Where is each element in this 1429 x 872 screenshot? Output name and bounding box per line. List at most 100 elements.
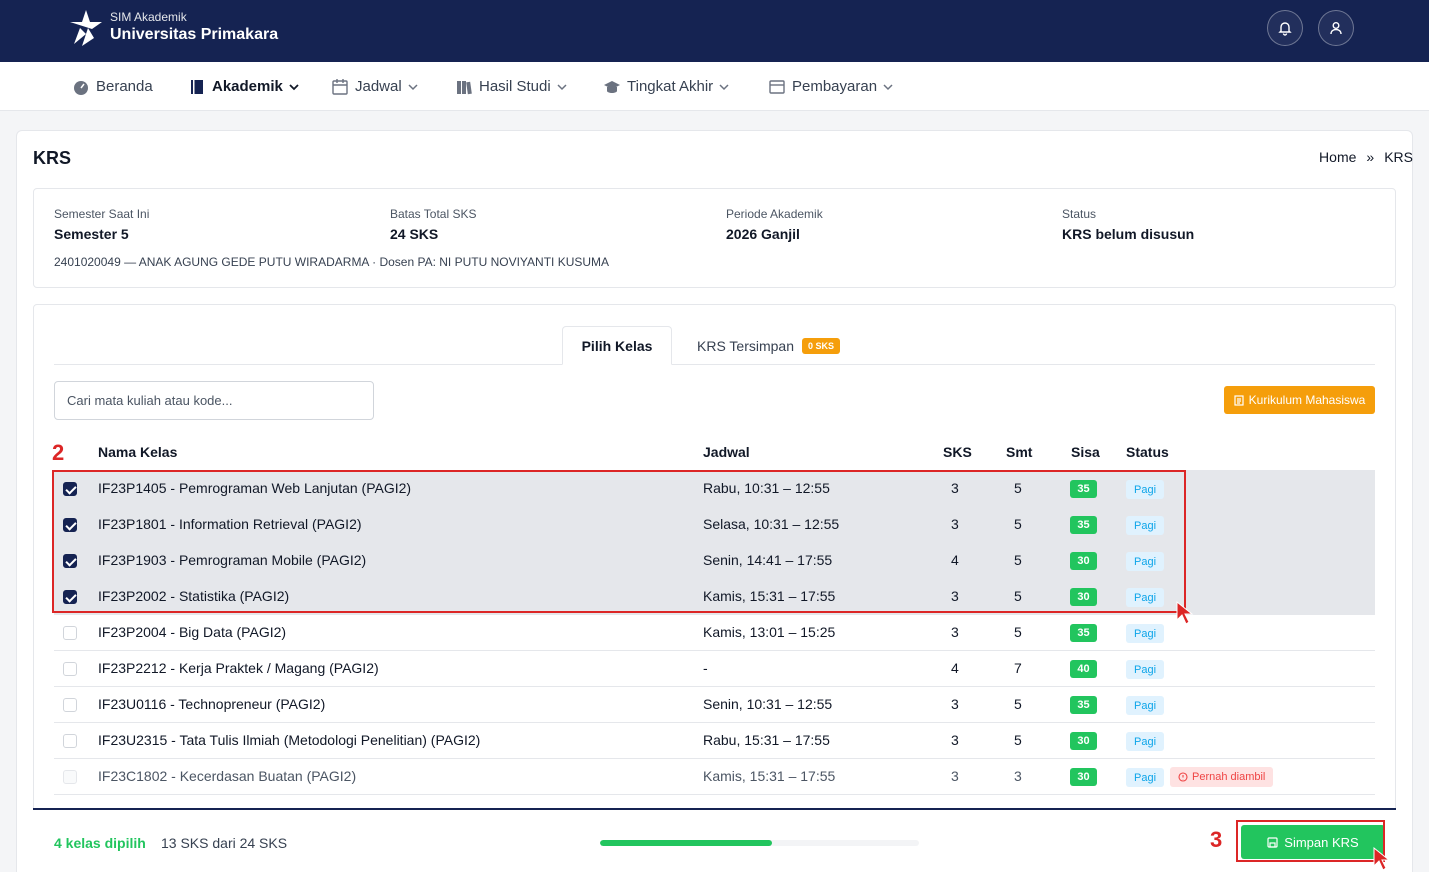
class-name: IF23P1903 - Pemrograman Mobile (PAGI2): [98, 552, 367, 568]
app-title: Universitas Primakara: [110, 26, 279, 43]
search-input[interactable]: [54, 381, 374, 420]
row-checkbox[interactable]: [63, 734, 77, 748]
row-checkbox[interactable]: [63, 554, 77, 568]
books-icon: [457, 80, 472, 94]
row-checkbox[interactable]: [63, 662, 77, 676]
profile-button[interactable]: [1318, 10, 1354, 46]
wallet-icon: [769, 79, 785, 94]
sks-value: 3: [951, 768, 959, 784]
sks-summary: 13 SKS dari 24 SKS: [161, 835, 288, 851]
tab-krs-tersimpan[interactable]: KRS Tersimpan 0 SKS: [697, 326, 841, 365]
class-name: IF23P1405 - Pemrograman Web Lanjutan (PA…: [98, 480, 412, 496]
student-info-box: Semester Saat Ini Semester 5 Batas Total…: [33, 188, 1396, 288]
class-name: IF23P2004 - Big Data (PAGI2): [98, 624, 287, 640]
status-badge: Pagi: [1126, 768, 1165, 787]
semester-value: Semester 5: [54, 226, 129, 242]
row-checkbox: [63, 770, 77, 784]
table-row[interactable]: IF23P1903 - Pemrograman Mobile (PAGI2) S…: [54, 542, 1375, 578]
graduation-cap-icon: [604, 80, 620, 93]
table-row: IF23C1802 - Kecerdasan Buatan (PAGI2) Ka…: [54, 758, 1375, 794]
annotation-number-2: 2: [52, 440, 65, 465]
krs-summary-bar: 4 kelas dipilih 13 SKS dari 24 SKS Simpa…: [33, 808, 1396, 872]
page-title: KRS: [33, 148, 72, 168]
table-row[interactable]: IF23U0116 - Technopreneur (PAGI2) Senin,…: [54, 686, 1375, 722]
sks-badge: 0 SKS: [802, 337, 841, 354]
table-row[interactable]: IF23P2004 - Big Data (PAGI2) Kamis, 13:0…: [54, 614, 1375, 650]
class-schedule: Kamis, 15:31 – 17:55: [703, 768, 836, 784]
taken-before-badge: Pernah diambil: [1170, 767, 1274, 787]
class-schedule: Rabu, 15:31 – 17:55: [703, 732, 830, 748]
header-jadwal: Jadwal: [703, 444, 750, 460]
table-row[interactable]: IF23P2212 - Kerja Praktek / Magang (PAGI…: [54, 650, 1375, 686]
table-row[interactable]: IF23P1405 - Pemrograman Web Lanjutan (PA…: [54, 470, 1375, 506]
row-checkbox[interactable]: [63, 626, 77, 640]
class-schedule: Senin, 10:31 – 12:55: [703, 696, 833, 712]
status-badge: Pagi: [1126, 480, 1165, 499]
breadcrumb-separator: »: [1366, 149, 1375, 165]
row-checkbox[interactable]: [63, 482, 77, 496]
class-schedule: Kamis, 13:01 – 15:25: [703, 624, 836, 640]
nav-akademik[interactable]: Akademik: [188, 62, 299, 111]
nav-tingkat-akhir[interactable]: Tingkat Akhir: [603, 62, 729, 111]
header-smt: Smt: [1006, 444, 1033, 460]
status-badge: Pagi: [1126, 552, 1165, 571]
smt-value: 5: [1014, 732, 1022, 748]
annotation-number-3: 3: [1210, 827, 1223, 852]
table-row[interactable]: IF23P2002 - Statistika (PAGI2) Kamis, 15…: [54, 578, 1375, 614]
status-badge: Pagi: [1126, 624, 1165, 643]
class-schedule: Selasa, 10:31 – 12:55: [703, 516, 840, 532]
breadcrumb-home[interactable]: Home: [1319, 149, 1357, 165]
nav-label: Beranda: [96, 78, 153, 95]
sks-value: 4: [951, 660, 959, 676]
save-icon: [1267, 836, 1278, 848]
class-name: IF23P1801 - Information Retrieval (PAGI2…: [98, 516, 362, 532]
smt-value: 5: [1014, 552, 1022, 568]
sks-value: 4: [951, 552, 959, 568]
tabs-divider: [54, 364, 1375, 365]
sks-value: 3: [951, 624, 959, 640]
notification-button[interactable]: [1267, 10, 1303, 46]
smt-value: 5: [1014, 588, 1022, 604]
nav-label: Tingkat Akhir: [627, 78, 714, 95]
class-schedule: -: [703, 660, 708, 676]
user-icon: [1330, 22, 1342, 35]
dashboard-icon: [74, 80, 88, 95]
header-sisa: Sisa: [1071, 444, 1100, 460]
cursor-arrow-icon: [1176, 600, 1194, 625]
sisa-badge: 35: [1070, 696, 1097, 714]
chevron-down-icon: [557, 83, 567, 90]
class-name: IF23C1802 - Kecerdasan Buatan (PAGI2): [98, 768, 357, 784]
nav-pembayaran[interactable]: Pembayaran: [768, 62, 893, 111]
batas-sks-label: Batas Total SKS: [390, 207, 477, 221]
row-checkbox[interactable]: [63, 518, 77, 532]
nav-beranda[interactable]: Beranda: [72, 62, 153, 111]
table-row[interactable]: IF23U2315 - Tata Tulis Ilmiah (Metodolog…: [54, 722, 1375, 758]
sisa-badge: 35: [1070, 480, 1097, 498]
nav-label: Akademik: [212, 78, 283, 95]
smt-value: 5: [1014, 480, 1022, 496]
class-name: IF23U2315 - Tata Tulis Ilmiah (Metodolog…: [98, 732, 481, 748]
status-badge: Pagi: [1126, 696, 1165, 715]
header-sks: SKS: [943, 444, 972, 460]
nav-hasil-studi[interactable]: Hasil Studi: [455, 62, 567, 111]
class-name: IF23P2002 - Statistika (PAGI2): [98, 588, 290, 604]
breadcrumb: Home » KRS: [1319, 149, 1413, 165]
document-icon: [1234, 394, 1244, 406]
kurikulum-button[interactable]: Kurikulum Mahasiswa: [1224, 386, 1375, 414]
smt-value: 7: [1014, 660, 1022, 676]
info-circle-icon: [1178, 772, 1188, 782]
smt-value: 5: [1014, 624, 1022, 640]
app-subtitle: SIM Akademik: [110, 10, 187, 24]
tab-pilih-kelas[interactable]: Pilih Kelas: [562, 326, 672, 365]
sks-value: 3: [951, 516, 959, 532]
batas-sks-value: 24 SKS: [390, 226, 439, 242]
selected-count: 4 kelas dipilih: [54, 835, 146, 851]
nav-jadwal[interactable]: Jadwal: [331, 62, 418, 111]
simpan-krs-button[interactable]: Simpan KRS: [1241, 825, 1385, 859]
status-badge: Pagi: [1126, 732, 1165, 751]
student-identity: 2401020049 — ANAK AGUNG GEDE PUTU WIRADA…: [54, 255, 610, 269]
row-checkbox[interactable]: [63, 698, 77, 712]
chevron-down-icon: [719, 83, 729, 90]
table-row[interactable]: IF23P1801 - Information Retrieval (PAGI2…: [54, 506, 1375, 542]
row-checkbox[interactable]: [63, 590, 77, 604]
